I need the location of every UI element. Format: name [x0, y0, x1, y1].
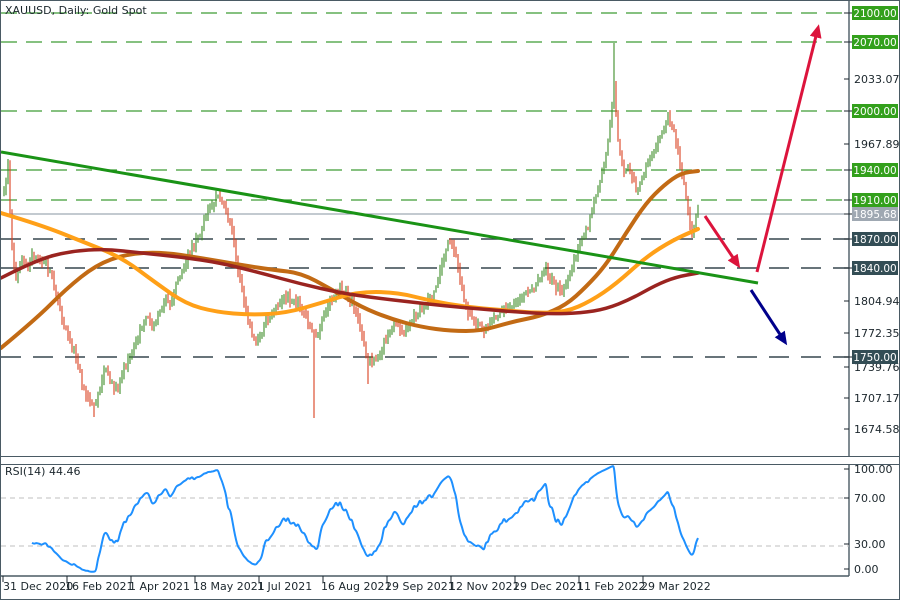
svg-text:1870.00: 1870.00	[853, 234, 896, 246]
bearish-projection-arrow[interactable]	[749, 289, 788, 346]
svg-text:1895.68: 1895.68	[853, 209, 896, 221]
price-level-badge[interactable]: 1840.00	[844, 261, 898, 275]
date-label: 1 Jul 2021	[257, 580, 312, 593]
ma-maroon-line	[1, 247, 700, 316]
date-label: 29 Mar 2022	[641, 580, 711, 593]
date-label: 11 Feb 2022	[577, 580, 645, 593]
pullback-arrow[interactable]	[703, 215, 741, 269]
rsi-indicator-label: RSI(14) 44.46	[5, 465, 81, 478]
price-level-badge[interactable]: 2000.00	[844, 104, 898, 118]
date-label: 16 Feb 2021	[65, 580, 133, 593]
svg-text:1840.00: 1840.00	[853, 263, 896, 275]
date-label: 16 Aug 2021	[321, 580, 391, 593]
date-label: 29 Dec 2021	[513, 580, 583, 593]
date-label: 1 Apr 2021	[129, 580, 190, 593]
price-tick-label: 1674.58	[854, 423, 899, 436]
price-tick-label: 1804.94	[854, 295, 899, 308]
rsi-tick-label: 0.00	[854, 563, 879, 576]
symbol-label: XAUUSD, Daily: Gold Spot	[5, 4, 147, 17]
candlesticks-layer	[3, 43, 699, 418]
price-tick-label: 1967.89	[854, 138, 899, 151]
price-level-badge[interactable]: 1870.00	[844, 232, 898, 246]
svg-text:2000.00: 2000.00	[853, 106, 896, 118]
price-level-badge[interactable]: 1750.00	[844, 350, 898, 364]
date-label: 29 Sep 2021	[385, 580, 455, 593]
price-tick-label: 1707.17	[854, 392, 899, 405]
ma-orange-line	[1, 211, 700, 317]
price-level-badge[interactable]: 2100.00	[844, 6, 898, 20]
price-level-badge[interactable]: 1910.00	[844, 193, 898, 207]
date-label: 12 Nov 2021	[449, 580, 519, 593]
price-level-badge[interactable]: 1940.00	[844, 163, 898, 177]
svg-text:2070.00: 2070.00	[853, 37, 896, 49]
svg-text:1940.00: 1940.00	[853, 165, 896, 177]
svg-text:2100.00: 2100.00	[853, 8, 896, 20]
date-label: 18 May 2021	[193, 580, 265, 593]
svg-text:1750.00: 1750.00	[853, 352, 896, 364]
current-price-badge[interactable]: 1895.68	[844, 207, 898, 221]
date-label: 31 Dec 2020	[3, 580, 73, 593]
price-tick-label: 2033.07	[854, 73, 899, 86]
svg-text:1910.00: 1910.00	[853, 195, 896, 207]
rsi-tick-label: 100.00	[854, 463, 893, 476]
bullish-projection-arrow[interactable]	[755, 24, 822, 273]
rsi-tick-label: 70.00	[854, 492, 886, 505]
rsi-line	[31, 465, 699, 573]
price-tick-label: 1772.35	[854, 327, 899, 340]
descending-trendline[interactable]	[1, 150, 759, 285]
panel-splitter[interactable]	[1, 456, 899, 465]
price-tick-label: 1739.76	[854, 361, 899, 374]
rsi-tick-label: 30.00	[854, 538, 886, 551]
price-level-badge[interactable]: 2070.00	[844, 35, 898, 49]
